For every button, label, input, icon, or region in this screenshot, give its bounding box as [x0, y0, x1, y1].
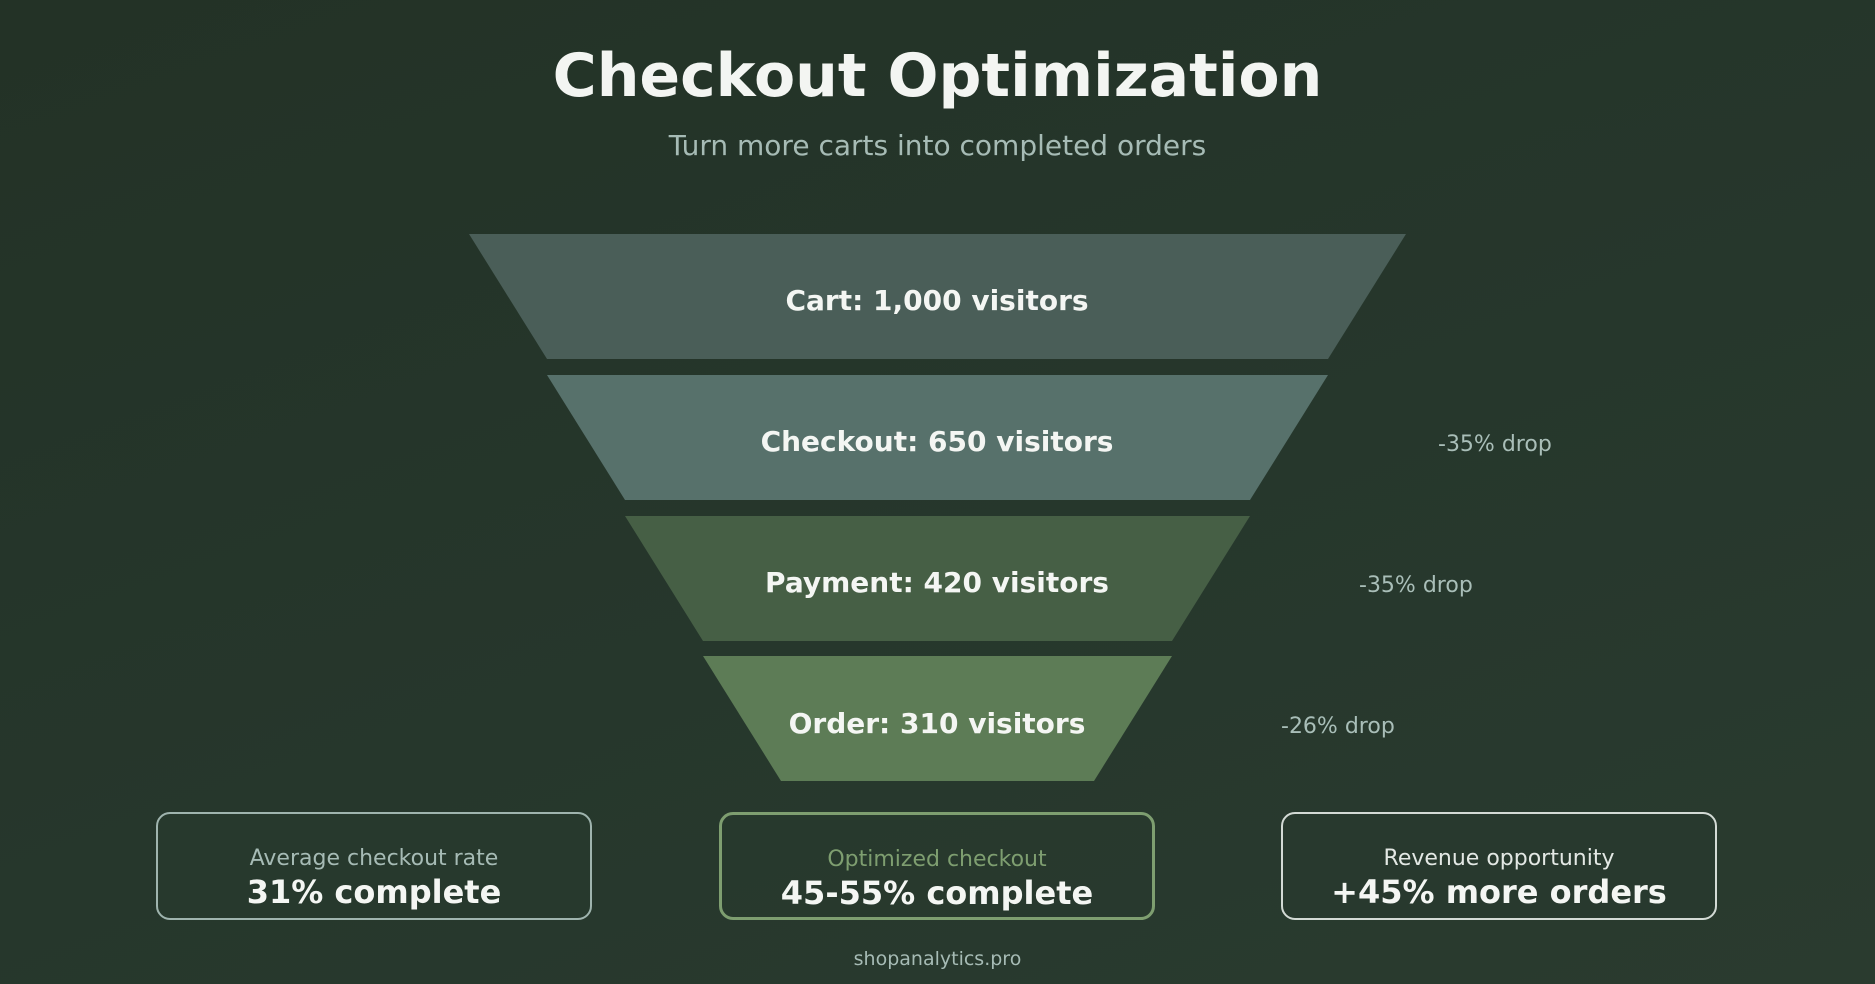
stat-card-value: 31% complete — [246, 873, 502, 911]
funnel-label-payment: Payment: 420 visitors — [765, 566, 1109, 599]
drop-label-order: -26% drop — [1281, 714, 1395, 739]
stat-card-optimized: Optimized checkout 45-55% complete — [719, 812, 1155, 920]
stat-card-value: +45% more orders — [1331, 873, 1667, 911]
page-subtitle: Turn more carts into completed orders — [668, 129, 1207, 162]
page-title: Checkout Optimization — [552, 41, 1323, 111]
drop-label-payment: -35% drop — [1359, 573, 1473, 598]
stat-card-caption: Optimized checkout — [827, 847, 1047, 872]
funnel-segment-order — [703, 656, 1172, 781]
funnel-segment-checkout — [547, 375, 1328, 500]
funnel-label-checkout: Checkout: 650 visitors — [761, 425, 1114, 458]
funnel-segment-payment — [625, 516, 1250, 641]
funnel-stage-payment: Payment: 420 visitors -35% drop — [625, 516, 1473, 641]
funnel-stage-checkout: Checkout: 650 visitors -35% drop — [547, 375, 1552, 500]
stat-card-caption: Average checkout rate — [249, 846, 499, 871]
stat-card-revenue: Revenue opportunity +45% more orders — [1281, 812, 1717, 920]
funnel-segment-cart — [469, 234, 1406, 359]
drop-label-checkout: -35% drop — [1438, 432, 1552, 457]
funnel-stage-order: Order: 310 visitors -26% drop — [703, 656, 1395, 781]
stat-card-average-rate: Average checkout rate 31% complete — [156, 812, 592, 920]
funnel-label-cart: Cart: 1,000 visitors — [785, 284, 1088, 317]
footer-site-link[interactable]: shopanalytics.pro — [853, 948, 1022, 970]
stat-card-caption: Revenue opportunity — [1383, 846, 1615, 871]
funnel-label-order: Order: 310 visitors — [789, 707, 1086, 740]
stat-card-value: 45-55% complete — [780, 874, 1094, 912]
funnel-stage-cart: Cart: 1,000 visitors — [469, 234, 1406, 359]
